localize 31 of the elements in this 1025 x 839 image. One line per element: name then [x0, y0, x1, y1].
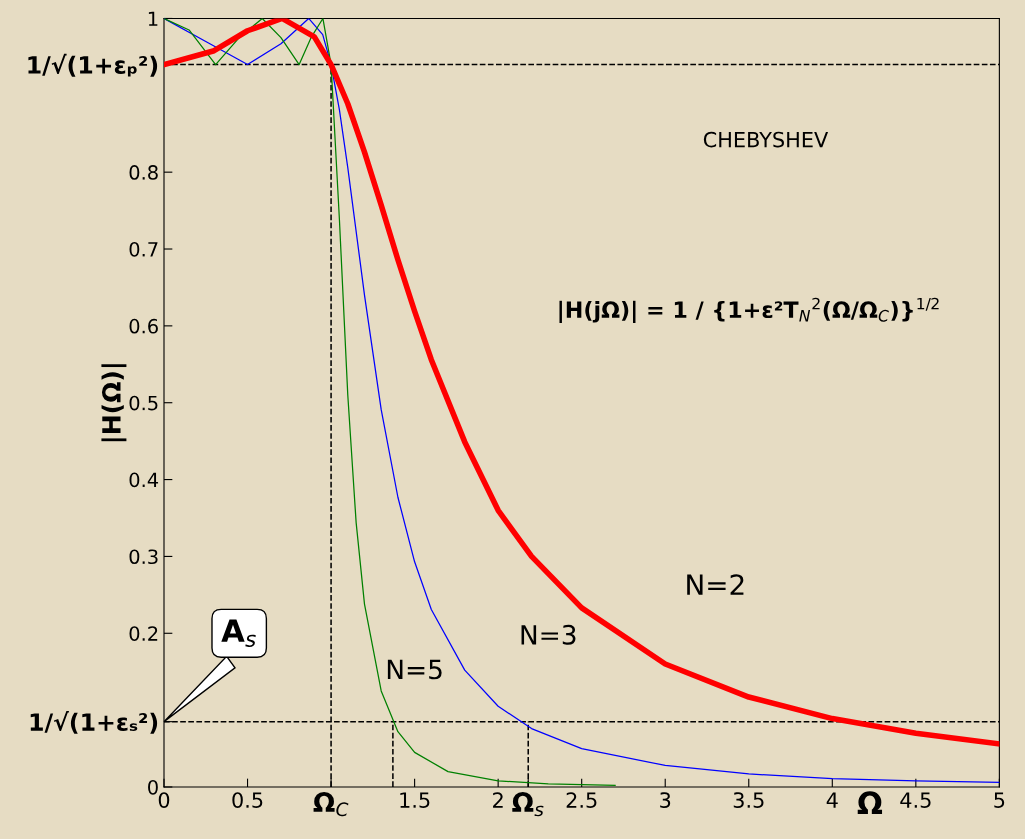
annotation: A$_{s}$ [221, 619, 256, 647]
y-tick-label: 1/√(1+εₚ²) [28, 53, 158, 77]
x-tick-label: 2 [493, 792, 503, 808]
y-tick-label: 1 [148, 11, 158, 26]
x-axis-title: Ω [857, 791, 883, 815]
y-tick-label: 0.2 [129, 626, 158, 641]
x-tick-label: 3.5 [733, 792, 764, 808]
x-tick-label: 1.5 [400, 792, 430, 808]
annotation: CHEBYSHEV [703, 131, 829, 148]
x-tick-label: 0 [158, 792, 170, 808]
y-tick-label: 0.6 [129, 318, 158, 334]
y-tick-label: 0.4 [129, 472, 159, 488]
y-tick-label: 0.8 [129, 165, 158, 180]
y-tick-label: 0.7 [129, 241, 158, 257]
y-tick-label: 0 [148, 779, 158, 795]
x-tick-label: 5 [994, 792, 1005, 808]
x-tick-label: 4.5 [900, 792, 931, 808]
x-tick-label: 0.5 [232, 792, 263, 808]
x-tick-label: 3 [660, 792, 671, 808]
annotation: |H(jΩ)| = 1 / {1+ε²T$_{N}$$^{2}$(Ω/Ω$_{C}$)}$^{1/2}$ [559, 297, 939, 324]
y-tick-label: 1/√(1+εₛ²) [30, 710, 158, 734]
annotation: N=3 [521, 624, 576, 645]
x-tick-label: 4 [826, 792, 838, 808]
y-tick-label: 0.5 [129, 395, 158, 411]
y-tick-label: 0.3 [129, 549, 158, 565]
y-axis-title: |H(Ω)| [101, 364, 127, 442]
annotation: N=2 [687, 574, 744, 595]
x-tick-label: 2.5 [566, 792, 597, 808]
annotation: N=5 [387, 659, 442, 680]
x-tick-label: Ω$_{C}$ [313, 792, 349, 817]
x-tick-label: Ω$_{s}$ [512, 792, 544, 817]
